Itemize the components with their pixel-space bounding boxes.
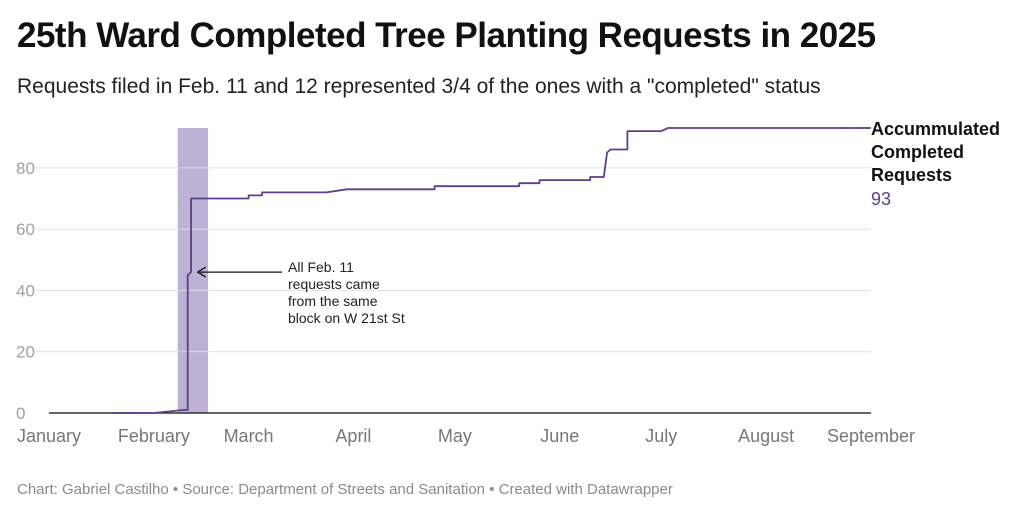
- annotation-arrowhead: [196, 266, 207, 278]
- annotation-text-line: All Feb. 11: [288, 259, 354, 275]
- x-tick-label: May: [438, 426, 472, 446]
- chart-footer: Chart: Gabriel Castilho • Source: Depart…: [17, 481, 673, 498]
- x-tick-label: September: [827, 426, 915, 446]
- y-tick-label: 0: [16, 404, 25, 423]
- y-tick-label: 20: [16, 343, 35, 362]
- annotation-text-line: from the same: [288, 293, 378, 309]
- x-tick-label: January: [17, 426, 81, 446]
- highlight-band: [177, 128, 209, 413]
- chart-subtitle: Requests filed in Feb. 11 and 12 represe…: [17, 75, 821, 98]
- end-label-value: 93: [871, 189, 891, 209]
- x-tick-label: June: [540, 426, 579, 446]
- y-tick-label: 80: [16, 159, 35, 178]
- footer-separator: •: [485, 481, 499, 498]
- end-label-line: Requests: [871, 165, 952, 185]
- annotation-text-line: block on W 21st St: [288, 310, 405, 326]
- series-line: [113, 127, 871, 414]
- annotation-text-line: requests came: [288, 276, 380, 292]
- x-tick-label: July: [645, 426, 677, 446]
- y-tick-label: 60: [16, 220, 35, 239]
- x-tick-label: August: [738, 426, 794, 446]
- x-tick-label: February: [118, 426, 190, 446]
- footer-byline: Chart: Gabriel Castilho: [17, 481, 169, 498]
- footer-source: Source: Department of Streets and Sanita…: [182, 481, 486, 498]
- end-label-line: Accummulated: [871, 119, 1000, 139]
- end-label-line: Completed: [871, 142, 964, 162]
- footer-tool: Created with Datawrapper: [498, 481, 673, 498]
- x-tick-label: April: [335, 426, 371, 446]
- y-tick-label: 40: [16, 281, 35, 300]
- footer-separator: •: [168, 481, 183, 498]
- x-tick-label: March: [224, 426, 274, 446]
- chart-title: 25th Ward Completed Tree Planting Reques…: [17, 16, 876, 55]
